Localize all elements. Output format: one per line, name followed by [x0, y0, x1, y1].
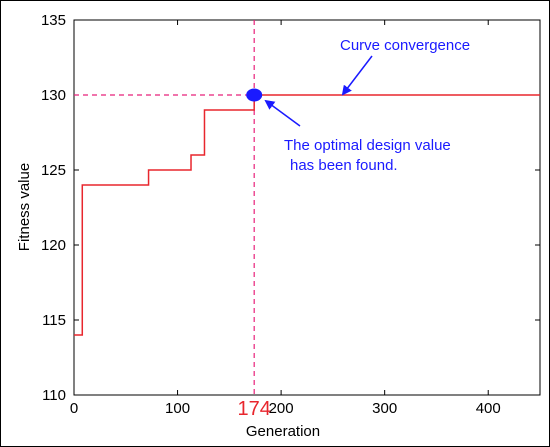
annotation-curve-convergence: Curve convergence — [340, 37, 470, 54]
y-tick-label: 120 — [41, 237, 66, 254]
plot-area — [73, 19, 541, 396]
axis-ticks: 0 100 200 300 400 110 115 120 125 130 135 — [41, 12, 540, 417]
plot-border — [73, 19, 541, 396]
y-axis-title: Fitness value — [16, 163, 33, 251]
annotations: Curve convergence The optimal design val… — [264, 37, 470, 174]
arrow-optimal-value — [264, 99, 301, 127]
optimum-marker — [246, 88, 263, 102]
x-axis-title: Generation — [246, 423, 320, 440]
series-line-0 — [74, 94, 540, 336]
highlight-x-label: 174 — [237, 398, 270, 420]
x-tick-label: 300 — [372, 400, 397, 417]
y-tick-label: 115 — [42, 312, 66, 329]
x-tick-label: 400 — [476, 400, 501, 417]
y-tick-label: 125 — [41, 162, 66, 179]
annotation-optimal-line-2: has been found. — [290, 157, 398, 174]
annotation-optimal-line-1: The optimal design value — [284, 137, 451, 154]
x-tick-label: 100 — [165, 400, 190, 417]
x-tick-label: 0 — [70, 400, 78, 417]
y-tick-label: 110 — [42, 387, 66, 404]
arrow-curve-convergence — [341, 55, 373, 96]
series-layer: 174 — [74, 20, 540, 420]
y-tick-label: 130 — [41, 87, 66, 104]
x-tick-label: 200 — [269, 400, 294, 417]
y-tick-label: 135 — [41, 12, 66, 29]
